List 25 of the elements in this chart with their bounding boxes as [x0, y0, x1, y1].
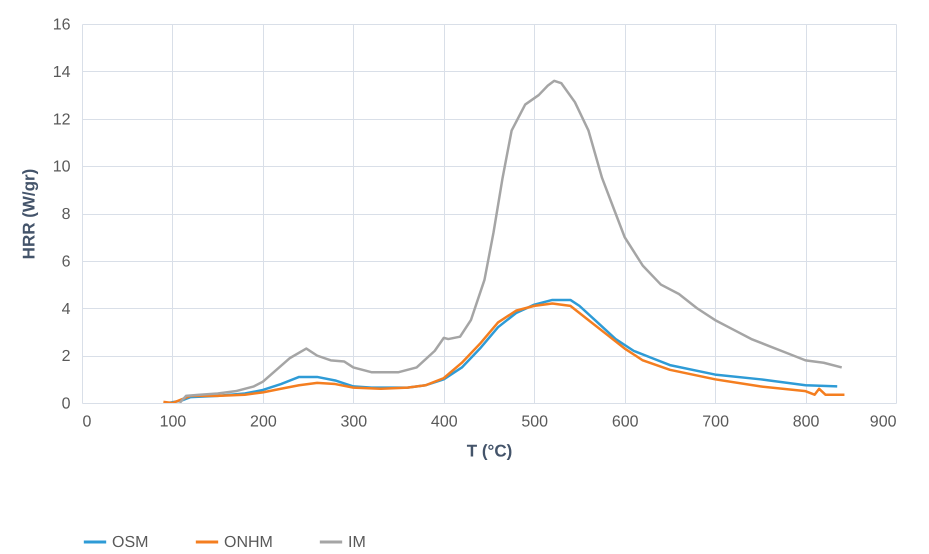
x-tick-label: 300 [340, 414, 368, 430]
y-tick-label: 0 [62, 396, 71, 412]
y-tick-label: 4 [62, 300, 71, 318]
x-tick-label: 100 [160, 414, 186, 430]
y-axis-title: HRR (W/gr) [20, 168, 39, 260]
legend-label: ONHM [224, 534, 273, 551]
line-series [178, 80, 843, 403]
y-tick-label: 6 [62, 253, 71, 270]
x-tick-label: 0 [82, 414, 92, 430]
legend-label: IM [348, 534, 366, 551]
x-tick-label: 900 [870, 414, 897, 430]
legend-label: OSM [112, 534, 148, 551]
x-tick-label: 800 [792, 414, 820, 430]
y-tick-label: 16 [52, 16, 71, 34]
x-tick-label: 400 [430, 414, 458, 430]
y-tick-label: 12 [52, 111, 71, 128]
y-tick-label: 10 [52, 158, 71, 176]
x-tick-label: 700 [702, 414, 730, 430]
x-axis-title: T (°C) [466, 442, 512, 460]
x-tick-label: 500 [521, 414, 548, 430]
y-tick-label: 14 [52, 64, 71, 81]
x-tick-label: 600 [612, 414, 639, 430]
y-tick-label: 8 [62, 206, 71, 223]
y-tick-label: 2 [62, 348, 71, 366]
x-tick-label: 200 [250, 414, 277, 430]
